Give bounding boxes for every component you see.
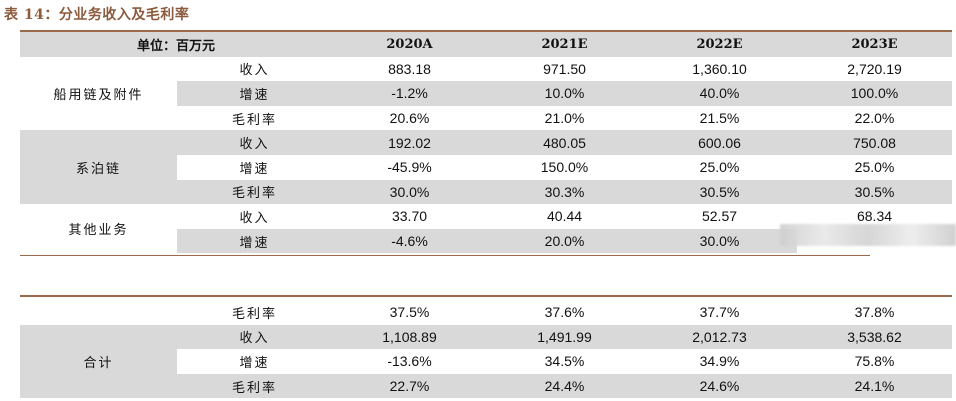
table-cell: 25.0% [854, 159, 895, 176]
year-header: 2023E [797, 32, 953, 57]
table-row: 船用链及附件 收入 883.18 971.50 1,360.10 2,720.1… [20, 57, 952, 103]
table-cell: 22.0% [854, 110, 895, 127]
table-row: 其他业务 收入 33.70 40.44 52.57 68.34 [20, 204, 952, 238]
table-cell: 10.0% [487, 81, 643, 106]
revenue-table-lower: 毛利率 37.5% 37.6% 37.7% 37.8% 合计 收入 1,108.… [20, 300, 952, 399]
table-cell: 1,491.99 [487, 324, 642, 350]
table-cell: 24.1% [797, 373, 952, 399]
table-caption: 表 14：分业务收入及毛利率 [4, 7, 190, 23]
metric-label: 收入 [177, 324, 332, 350]
metric-label: 增速 [239, 355, 270, 371]
table-cell: 75.8% [854, 353, 895, 370]
table-cell: 24.4% [487, 373, 642, 399]
header-row: 单位：百万元 2020A 2021E 2022E 2023E [20, 32, 953, 57]
table-cell: 30.0% [642, 228, 798, 254]
table-cell: 24.6% [642, 373, 797, 399]
metric-label: 毛利率 [231, 306, 277, 322]
table-row: 毛利率 30.0% 30.3% 30.5% 30.5% [20, 179, 953, 205]
upper-bottom-rule [20, 255, 870, 256]
table-cell: 25.0% [699, 159, 740, 176]
table-cell: 750.08 [797, 130, 953, 155]
table-cell: 192.02 [332, 130, 488, 155]
watermark [780, 224, 956, 246]
table-cell: -13.6% [387, 353, 432, 370]
table-cell: 971.50 [543, 60, 586, 77]
segment-label: 合计 [20, 324, 177, 399]
metric-label: 收入 [239, 210, 270, 226]
table-cell: 21.0% [544, 110, 585, 127]
table-row: 合计 收入 1,108.89 1,491.99 2,012.73 3,538.6… [20, 324, 952, 399]
table-row: 毛利率 37.5% 37.6% 37.7% 37.8% [20, 300, 952, 325]
table-cell: 883.18 [388, 60, 431, 77]
year-header: 2021E [487, 32, 643, 57]
segment-label [20, 300, 177, 325]
unit-label: 单位：百万元 [20, 32, 333, 57]
table-row: 增速 -13.6% 34.5% 34.9% 75.8% [20, 349, 952, 374]
table-cell: 30.0% [332, 179, 488, 205]
metric-label: 收入 [177, 130, 333, 155]
segment-label: 其他业务 [68, 223, 129, 239]
segment-label: 船用链及附件 [53, 87, 144, 103]
table-cell: 40.44 [546, 208, 583, 225]
table-cell: 34.5% [544, 353, 585, 370]
table-cell: 3,538.62 [797, 324, 952, 350]
table-cell: 37.8% [854, 304, 895, 321]
table-cell: 30.5% [797, 179, 953, 205]
metric-label: 收入 [239, 63, 270, 79]
table-cell: 37.6% [544, 304, 585, 321]
metric-label: 增速 [177, 81, 333, 106]
table-cell: 68.34 [856, 208, 893, 225]
table-cell: -4.6% [332, 228, 488, 254]
table-cell: 20.6% [389, 110, 430, 127]
table-cell: 33.70 [391, 208, 428, 225]
metric-label: 毛利率 [232, 112, 278, 128]
table-cell: 30.5% [642, 179, 798, 205]
lower-top-rule [20, 295, 952, 297]
table-cell: 52.57 [701, 208, 738, 225]
table-cell: -1.2% [332, 81, 488, 106]
metric-label: 增速 [177, 228, 333, 254]
metric-label: 毛利率 [177, 179, 333, 205]
table-row: 毛利率 22.7% 24.4% 24.6% 24.1% [20, 373, 952, 399]
metric-label: 增速 [239, 161, 270, 177]
table-cell: 22.7% [332, 373, 487, 399]
table-cell: 480.05 [487, 130, 643, 155]
table-cell: 150.0% [540, 159, 589, 176]
year-header: 2022E [642, 32, 798, 57]
table-cell: -45.9% [387, 159, 432, 176]
table-row: 系泊链 收入 192.02 480.05 600.06 750.08 [20, 130, 953, 205]
year-header: 2020A [332, 32, 488, 57]
top-rule [20, 30, 952, 32]
table-cell: 1,108.89 [332, 324, 487, 350]
table-cell: 600.06 [642, 130, 798, 155]
table-cell: 100.0% [797, 81, 953, 106]
table-cell: 1,360.10 [692, 60, 747, 77]
table-cell: 2,012.73 [642, 324, 797, 350]
table-row: 增速 -1.2% 10.0% 40.0% 100.0% [20, 81, 953, 106]
table-row: 增速 -45.9% 150.0% 25.0% 25.0% [20, 155, 952, 180]
metric-label: 毛利率 [177, 373, 332, 399]
table-cell: 37.7% [699, 304, 740, 321]
table-row: 毛利率 20.6% 21.0% 21.5% 22.0% [20, 106, 952, 131]
table-cell: 21.5% [699, 110, 740, 127]
table-cell: 37.5% [389, 304, 430, 321]
table-cell: 2,720.19 [847, 60, 902, 77]
table-cell: 30.3% [487, 179, 643, 205]
segment-label: 系泊链 [20, 130, 177, 205]
table-cell: 40.0% [642, 81, 798, 106]
table-cell: 34.9% [699, 353, 740, 370]
table-row: 增速 -4.6% 20.0% 30.0% [20, 228, 952, 254]
revenue-table-upper: 单位：百万元 2020A 2021E 2022E 2023E 船用链及附件 收入… [20, 32, 953, 254]
table-cell: 20.0% [487, 228, 643, 254]
